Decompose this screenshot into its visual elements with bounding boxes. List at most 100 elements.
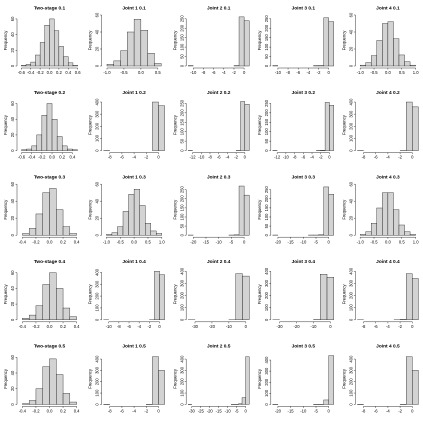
panel: Joint 4 0.2 Frequency -8 -6 -4 -2 0 0 100 200 300 4… <box>342 90 419 160</box>
y-tick-label: 100 <box>179 43 184 51</box>
bar <box>22 233 30 236</box>
bar <box>106 64 114 67</box>
bar <box>36 134 43 151</box>
x-tick-label: -10 <box>300 239 307 244</box>
bar <box>154 270 160 320</box>
y-tick-label: 0 <box>349 149 354 152</box>
x-tick-label: -4 <box>222 70 226 75</box>
bar <box>28 400 37 405</box>
panel-title: Joint 3 0.1 <box>292 5 316 11</box>
y-tick-label: 50 <box>179 138 184 143</box>
y-tick-label: 100 <box>349 389 354 397</box>
x-tick-label: -6 <box>296 70 300 75</box>
y-tick-label: 300 <box>179 279 184 287</box>
x-tick-label: -4 <box>132 155 136 160</box>
y-axis-label: Frequency <box>342 199 347 220</box>
bar <box>359 64 366 67</box>
bar <box>365 231 372 236</box>
y-tick-label: 0 <box>95 149 100 152</box>
panel-title: Joint 2 0.5 <box>207 344 231 350</box>
bar <box>382 192 389 236</box>
panel-title: Joint 3 0.4 <box>292 259 316 265</box>
x-tick-label: -20 <box>209 324 216 329</box>
x-tick-label: -8 <box>286 70 290 75</box>
x-tick-label: -10 <box>283 155 290 160</box>
y-axis-label: Frequency <box>172 30 177 51</box>
y-tick-label: 250 <box>179 186 184 194</box>
bar <box>69 233 77 236</box>
y-tick-label: 400 <box>349 98 354 106</box>
x-tick-label: -2 <box>398 324 402 329</box>
panel-title: Joint 1 0.5 <box>122 344 146 350</box>
bar <box>49 358 57 405</box>
y-tick-label: 60 <box>10 16 15 21</box>
y-tick-label: 100 <box>179 303 184 311</box>
y-axis-label: Frequency <box>88 284 93 305</box>
y-tick-label: 0 <box>10 318 15 321</box>
panel-title: Joint 4 0.2 <box>376 90 400 96</box>
x-tick-label: -0.5 <box>370 239 378 244</box>
panel: Joint 1 0.3 Frequency -1.0 -0.5 0.0 0.5 1.0 0 20… <box>88 174 166 244</box>
y-axis-label: Frequency <box>342 114 347 135</box>
x-tick-label: -8 <box>362 155 366 160</box>
y-axis-label: Frequency <box>3 199 8 220</box>
x-tick-label: -4 <box>307 70 311 75</box>
panel-title: Joint 4 0.4 <box>376 259 400 265</box>
y-tick-label: 100 <box>179 128 184 136</box>
panel: Joint 4 0.5 Frequency -8 -6 -4 -2 0 0 100 200 300 4… <box>342 344 419 414</box>
bar <box>393 38 400 67</box>
bar <box>371 223 377 236</box>
bar <box>159 274 165 320</box>
y-tick-label: 50 <box>179 223 184 228</box>
x-tick-label: 1.0 <box>413 70 419 75</box>
panel-title: Joint 2 0.3 <box>207 174 231 180</box>
panel: Joint 2 0.1 Frequency -10 -8 -6 -4 -2 0 0 50 10015… <box>172 5 250 75</box>
y-tick-label: 0 <box>349 403 354 406</box>
y-tick-label: 300 <box>95 280 100 288</box>
x-tick-label: -15 <box>288 239 295 244</box>
y-tick-label: 0 <box>10 149 15 152</box>
y-tick-label: 0 <box>10 403 15 406</box>
panel-title: Joint 1 0.4 <box>122 259 146 265</box>
bar <box>158 370 165 405</box>
y-axis-label: Frequency <box>257 368 262 389</box>
bar <box>54 30 60 67</box>
x-tick-label: 0.0 <box>49 155 55 160</box>
y-tick-label: 0 <box>95 233 100 236</box>
y-axis-label: Frequency <box>3 368 8 389</box>
x-tick-label: -6 <box>374 324 378 329</box>
y-tick-label: 100 <box>264 389 269 397</box>
y-tick-label: 20 <box>95 215 100 220</box>
x-tick-label: 0.4 <box>65 70 71 75</box>
y-tick-label: 0 <box>10 233 15 236</box>
y-tick-label: 20 <box>10 47 15 52</box>
y-tick-label: 100 <box>264 43 269 51</box>
x-tick-label: 0.2 <box>60 324 66 329</box>
bar <box>387 192 394 236</box>
y-axis-label: Frequency <box>3 30 8 51</box>
y-tick-label: 60 <box>10 270 15 275</box>
panel: Joint 1 0.5 Frequency -8 -6 -4 -2 0 0 100 200 300 4… <box>88 344 165 414</box>
y-tick-label: 150 <box>179 204 184 212</box>
bar <box>243 20 250 67</box>
bar <box>323 17 329 67</box>
panel-title: Two-stage 0.2 <box>34 90 66 96</box>
x-tick-label: 0.4 <box>74 324 80 329</box>
y-tick-label: 0 <box>264 318 269 321</box>
x-tick-label: 0 <box>329 324 332 329</box>
bar <box>156 233 163 236</box>
y-tick-label: 0 <box>95 64 100 67</box>
x-tick-label: 0 <box>328 155 331 160</box>
y-tick-label: 60 <box>95 12 100 17</box>
bar <box>35 388 43 405</box>
x-tick-label: -4 <box>386 409 390 414</box>
x-tick-label: 0 <box>245 324 248 329</box>
y-tick-label: 400 <box>264 356 269 364</box>
x-tick-label: -6 <box>212 70 216 75</box>
y-axis-label: Frequency <box>172 368 177 389</box>
y-tick-label: 100 <box>264 128 269 136</box>
panel: Joint 1 0.4 Frequency -10 -8 -6 -4 -2 0 0 100 200 3… <box>88 259 165 329</box>
y-tick-label: 60 <box>10 354 15 359</box>
panel: Joint 4 0.3 Frequency -1.0 -0.5 0.0 0.5 1.0 0 20… <box>342 174 420 244</box>
y-axis-label: Frequency <box>88 199 93 220</box>
